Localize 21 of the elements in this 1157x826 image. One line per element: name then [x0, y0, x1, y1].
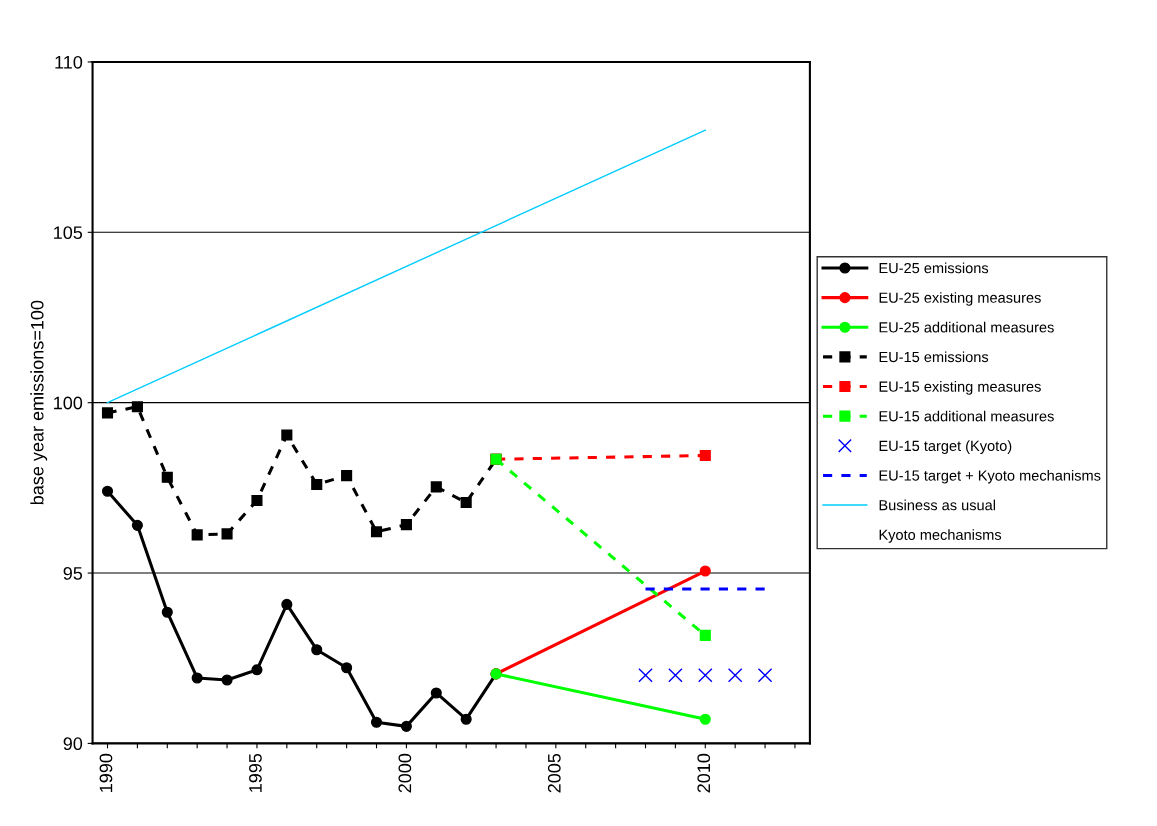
y-tick-label: 90: [63, 737, 83, 751]
legend-label: EU-15 target (Kyoto): [879, 440, 1012, 454]
y-tick-label: 100: [54, 396, 83, 410]
legend-label: EU-15 existing measures: [879, 381, 1041, 395]
y-tick-label: 105: [54, 226, 83, 240]
legend-label: Business as usual: [879, 499, 996, 511]
x-tick-label: 1995: [249, 753, 262, 792]
text: Kyoto mechanisms: [879, 529, 1002, 543]
x-tick-label: 2010: [697, 753, 711, 793]
legend-label: EU-15 emissions: [879, 351, 989, 363]
y-axis-title: base year emissions=100: [30, 300, 48, 505]
y-tick-label: 110: [55, 55, 83, 69]
y-tick-label: 95: [63, 566, 83, 580]
legend-label: EU-15 target + Kyoto mechanisms: [879, 469, 1101, 484]
x-tick-label: 2000: [398, 753, 412, 793]
legend-label: EU-25 additional measures: [879, 321, 1054, 333]
x-tick-label: 1990: [99, 753, 113, 792]
legend-label: EU-25 emissions: [879, 262, 989, 274]
legend-label: EU-25 existing measures: [879, 292, 1041, 306]
legend-label: EU-15 additional measures: [879, 410, 1054, 422]
x-tick-label: 2005: [547, 753, 561, 793]
